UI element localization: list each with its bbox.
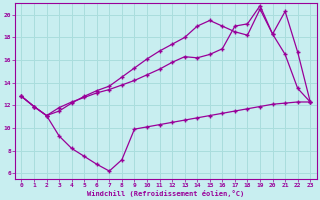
- X-axis label: Windchill (Refroidissement éolien,°C): Windchill (Refroidissement éolien,°C): [87, 190, 244, 197]
